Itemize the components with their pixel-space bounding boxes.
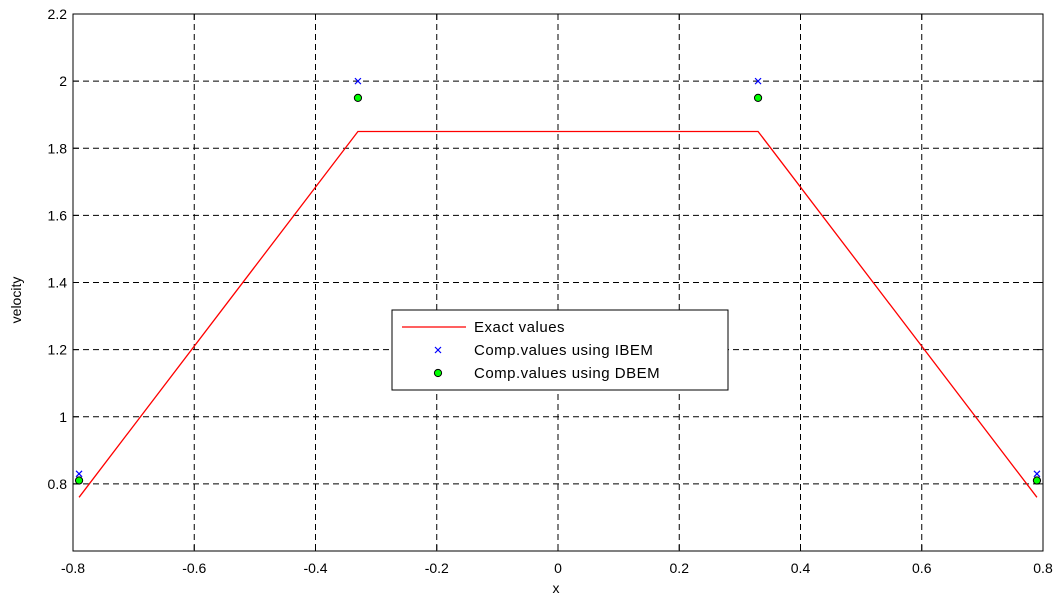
dbem-point [753,93,763,103]
axis-ticks [72,13,1044,551]
legend-x-symbol [434,346,442,354]
ibem-point [75,470,83,478]
ibem-point [354,77,362,85]
x-tick-label: -0.4 [303,560,327,576]
y-tick-label: 0.8 [48,476,68,492]
dbem-point [353,93,363,103]
x-tick-label: 0.6 [912,560,932,576]
x-axis-label: x [553,580,560,596]
ibem-point [1033,470,1041,478]
x-tick-label: -0.2 [425,560,449,576]
grid-lines [73,14,1043,551]
x-tick-label: 0.8 [1033,560,1053,576]
ibem-point [754,77,762,85]
x-tick-label: 0.2 [670,560,690,576]
series-layer [74,77,1042,498]
y-axis-label: velocity [8,277,24,324]
legend-label: Comp.values using IBEM [474,342,653,359]
x-tick-labels: -0.8 -0.6 -0.4 -0.2 0 0.2 0.4 0.6 0.8 [61,560,1053,576]
legend-label: Comp.values using DBEM [474,365,660,382]
y-tick-label: 1.8 [48,140,68,156]
x-tick-label: 0 [554,560,562,576]
x-tick-label: -0.6 [182,560,206,576]
legend-circle-symbol [433,368,443,378]
y-tick-labels: 0.8 1 1.2 1.4 1.6 1.8 2 2.2 [48,6,68,492]
y-tick-label: 2 [59,73,67,89]
dbem-point [1032,476,1042,485]
y-tick-label: 1.6 [48,207,68,223]
exact-values-line [78,130,1038,498]
y-tick-label: 1.4 [48,275,68,291]
legend-box [391,309,729,391]
legend-entries: Exact values Comp.values using IBEM Comp.v… [402,319,660,382]
y-tick-label: 2.2 [48,6,68,22]
legend: Exact values Comp.values using IBEM Comp.v… [391,309,729,391]
dbem-point [74,476,84,485]
x-tick-label: -0.8 [61,560,85,576]
x-tick-label: 0.4 [791,560,811,576]
y-tick-label: 1.2 [48,342,68,358]
legend-label: Exact values [474,319,565,336]
y-tick-label: 1 [59,409,67,425]
